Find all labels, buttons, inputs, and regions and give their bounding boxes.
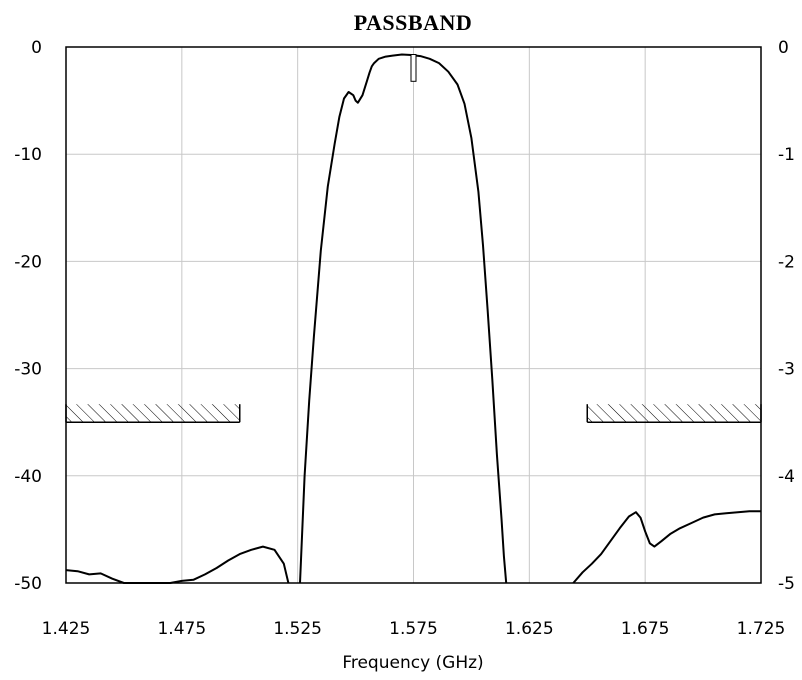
series-lines	[65, 53, 761, 584]
x-axis-label: Frequency (GHz)	[342, 653, 483, 673]
x-tick-label: 1.425	[42, 619, 91, 639]
y-tick-label-right: -3	[778, 360, 795, 380]
y-tick-label-right: 0	[778, 38, 789, 58]
center-marker	[410, 54, 417, 82]
plot-frame	[65, 46, 762, 584]
x-tick-label: 1.475	[157, 619, 206, 639]
x-tick-label: 1.625	[505, 619, 554, 639]
y-tick-labels-right: 0 -1 -2 -3 -4 -5	[778, 38, 795, 594]
x-tick-label: 1.725	[737, 619, 786, 639]
y-tick-label-left: -30	[14, 360, 42, 380]
x-tick-labels: 1.425 1.475 1.525 1.575 1.625 1.675 1.725	[42, 619, 786, 639]
series-line-segment	[572, 510, 761, 584]
x-tick-label: 1.525	[273, 619, 322, 639]
y-tick-label-right: -1	[778, 145, 795, 165]
y-tick-label-left: -50	[14, 574, 42, 594]
series-line-segment	[299, 53, 508, 584]
y-tick-label-right: -4	[778, 467, 795, 487]
y-tick-label-right: -2	[778, 252, 795, 272]
y-tick-label-left: -40	[14, 467, 42, 487]
rejection-mask-hatch	[587, 404, 761, 423]
x-tick-label: 1.675	[621, 619, 670, 639]
marker	[410, 54, 417, 82]
chart-title: PASSBAND	[354, 10, 473, 35]
x-tick-label: 1.575	[389, 619, 438, 639]
grid	[66, 47, 761, 583]
y-tick-labels-left: 0 -10 -20 -30 -40 -50	[14, 38, 42, 594]
series-line-segment	[65, 545, 290, 584]
y-tick-label-left: -20	[14, 252, 42, 272]
y-tick-label-right: -5	[778, 574, 795, 594]
y-tick-label-left: -10	[14, 145, 42, 165]
y-tick-label-left: 0	[31, 38, 42, 58]
rejection-mask-hatch	[66, 404, 240, 423]
